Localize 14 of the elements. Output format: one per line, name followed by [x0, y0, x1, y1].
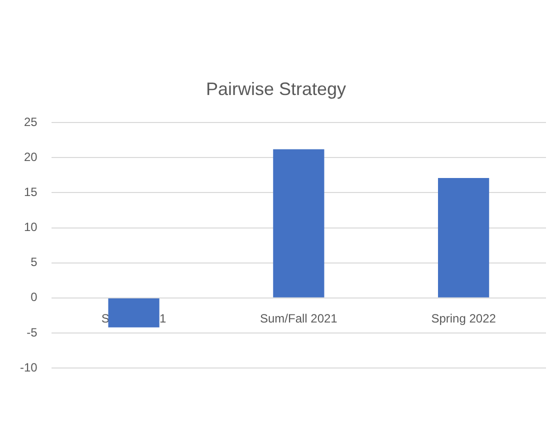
y-tick-label: 5: [30, 255, 38, 270]
y-tick-label: -10: [20, 360, 38, 374]
y-tick-label: 10: [24, 220, 38, 234]
bar: [108, 298, 160, 328]
bar: [273, 149, 324, 298]
x-tick-label: Sum/Fall 2021: [260, 311, 338, 326]
y-tick-label: 25: [24, 114, 38, 129]
y-tick-label: 0: [30, 290, 38, 304]
y-tick-label: 20: [24, 150, 38, 164]
x-tick-label: Spring 2022: [431, 311, 496, 326]
y-tick-label: 15: [24, 185, 38, 200]
y-tick-label: -5: [26, 325, 38, 340]
bar: [438, 178, 490, 298]
chart-title: Pairwise Strategy: [206, 78, 346, 99]
